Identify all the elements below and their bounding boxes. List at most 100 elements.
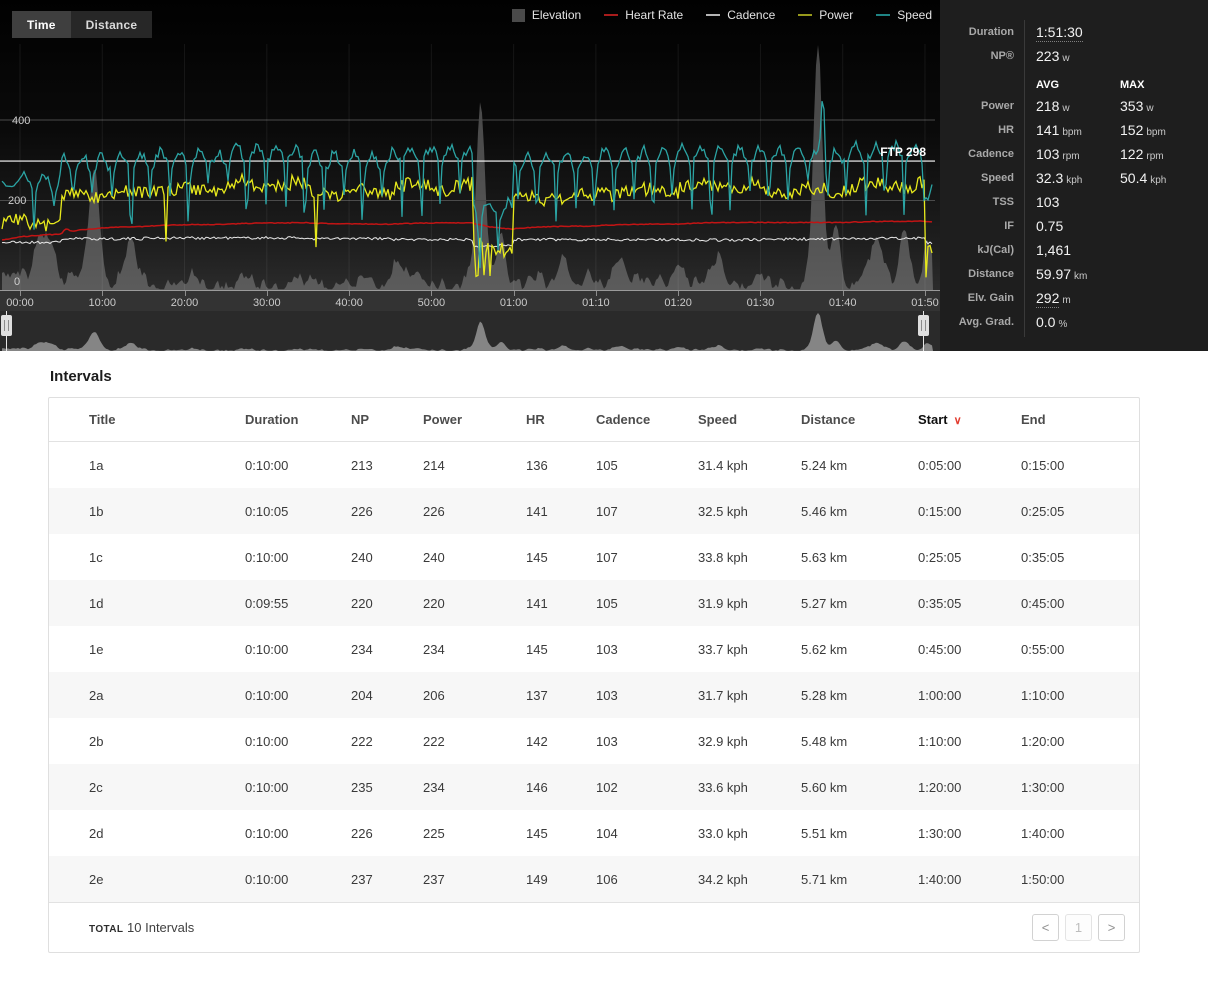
brush-handle-right[interactable] <box>918 311 929 351</box>
cell-start: 0:35:05 <box>918 595 962 611</box>
stat-avg-value: 103 rpm <box>1036 146 1080 162</box>
time-axis: 00:00 10:00 20:00 30:00 40:00 50:00 01:00 01:10… <box>0 290 940 311</box>
cell-duration: 0:10:00 <box>245 871 289 887</box>
interval-row-2b[interactable]: 2b 0:10:00 222 222 142 103 32.9 kph 5.48 km 1:10… <box>49 718 1139 764</box>
cell-title: 1e <box>89 641 104 657</box>
column-header-duration[interactable]: Duration <box>245 412 299 427</box>
cell-start: 1:20:00 <box>918 779 962 795</box>
toggle-distance-button[interactable]: Distance <box>70 11 153 38</box>
stat-avg-value: 292 m <box>1036 290 1071 308</box>
legend-item-elevation[interactable]: Elevation <box>511 8 582 22</box>
legend-label: Elevation <box>531 8 582 22</box>
prev-page-button[interactable]: < <box>1032 914 1059 941</box>
next-page-button[interactable]: > <box>1098 914 1125 941</box>
interval-row-1c[interactable]: 1c 0:10:00 240 240 145 107 33.8 kph 5.63 km 0:25… <box>49 534 1139 580</box>
cell-start: 0:15:00 <box>918 503 962 519</box>
cell-title: 2d <box>89 825 104 841</box>
elevation-area <box>2 45 933 290</box>
brush-handle-left[interactable] <box>1 311 12 351</box>
ftp-label: FTP 298 <box>880 145 926 159</box>
legend-item-heart-rate[interactable]: Heart Rate <box>604 8 683 22</box>
cell-duration: 0:10:00 <box>245 825 289 841</box>
column-header-speed[interactable]: Speed <box>698 412 738 427</box>
stat-label: Distance <box>968 268 1014 280</box>
chart-range-brush[interactable] <box>0 311 940 351</box>
legend-label: Cadence <box>727 8 776 22</box>
cell-cadence: 103 <box>596 733 618 749</box>
toggle-time-button[interactable]: Time <box>12 11 71 38</box>
axis-tick <box>102 291 104 296</box>
stat-row-power: Power 218 w 353 w <box>940 94 1208 118</box>
legend-item-power[interactable]: Power <box>798 8 853 22</box>
interval-row-1a[interactable]: 1a 0:10:00 213 214 136 105 31.4 kph 5.24 km 0:05… <box>49 442 1139 488</box>
cell-end: 0:35:05 <box>1021 549 1065 565</box>
cell-distance: 5.63 km <box>801 549 848 565</box>
stat-max-value: MAX <box>1120 79 1145 91</box>
power-speed-chart[interactable]: 400 200 0 FTP 298 <box>0 0 940 290</box>
legend-item-speed[interactable]: Speed <box>876 8 932 22</box>
interval-row-2a[interactable]: 2a 0:10:00 204 206 137 103 31.7 kph 5.28 km 1:00… <box>49 672 1139 718</box>
cell-speed: 33.8 kph <box>698 549 748 565</box>
interval-row-2e[interactable]: 2e 0:10:00 237 237 149 106 34.2 kph 5.71 km 1:40… <box>49 856 1139 902</box>
interval-row-1d[interactable]: 1d 0:09:55 220 220 141 105 31.9 kph 5.27 km 0:35… <box>49 580 1139 626</box>
interval-row-1e[interactable]: 1e 0:10:00 234 234 145 103 33.7 kph 5.62 km 0:45… <box>49 626 1139 672</box>
interval-row-2d[interactable]: 2d 0:10:00 226 225 145 104 33.0 kph 5.51 km 1:30… <box>49 810 1139 856</box>
stat-avg-value: 0.75 <box>1036 218 1064 234</box>
intervals-table-header: Title Duration NP Power HR Cadence Speed Distan… <box>49 398 1139 442</box>
cell-end: 1:20:00 <box>1021 733 1065 749</box>
stat-avg-value: 103 <box>1036 194 1060 210</box>
cell-start: 0:25:05 <box>918 549 962 565</box>
column-header-cadence[interactable]: Cadence <box>596 412 651 427</box>
stat-avg-value: 223 w <box>1036 48 1070 64</box>
axis-tick <box>20 291 21 296</box>
cell-title: 2a <box>89 687 104 703</box>
legend-label: Heart Rate <box>625 8 684 22</box>
axis-tick <box>760 291 762 296</box>
cell-speed: 32.5 kph <box>698 503 748 519</box>
column-header-start[interactable]: Start ∨ <box>918 412 962 427</box>
stat-avg-value: 59.97 km <box>1036 266 1088 282</box>
column-header-distance[interactable]: Distance <box>801 412 856 427</box>
stat-row-distance: Distance 59.97 km <box>940 262 1208 286</box>
stat-avg-value: AVG <box>1036 79 1060 91</box>
cell-distance: 5.62 km <box>801 641 848 657</box>
axis-tick <box>184 291 186 296</box>
stat-avg-value: 1,461 <box>1036 242 1072 258</box>
stat-row-kj-cal: kJ(Cal) 1,461 <box>940 238 1208 262</box>
cell-speed: 33.6 kph <box>698 779 748 795</box>
intervals-table-body: 1a 0:10:00 213 214 136 105 31.4 kph 5.24 km 0:05… <box>49 442 1139 902</box>
column-header-power[interactable]: Power <box>423 412 463 427</box>
column-header-hr[interactable]: HR <box>526 412 545 427</box>
axis-tick-label: 01:50 <box>911 297 939 309</box>
elevation-swatch-icon <box>511 8 525 22</box>
cell-start: 1:30:00 <box>918 825 962 841</box>
interval-row-1b[interactable]: 1b 0:10:05 226 226 141 107 32.5 kph 5.46 km 0:15… <box>49 488 1139 534</box>
axis-tick-label: 01:00 <box>499 297 528 309</box>
cell-hr: 145 <box>526 641 548 657</box>
cell-cadence: 104 <box>596 825 618 841</box>
cell-np: 220 <box>351 595 373 611</box>
cell-end: 0:15:00 <box>1021 457 1065 473</box>
cell-np: 237 <box>351 871 373 887</box>
chart-plot-area[interactable]: 400 200 0 FTP 298 <box>0 0 940 290</box>
axis-tick-label: 30:00 <box>253 297 281 309</box>
interval-row-2c[interactable]: 2c 0:10:00 235 234 146 102 33.6 kph 5.60 km 1:20… <box>49 764 1139 810</box>
cell-start: 1:40:00 <box>918 871 962 887</box>
total-label: TOTAL <box>89 924 124 935</box>
cell-speed: 33.0 kph <box>698 825 748 841</box>
column-header-np[interactable]: NP <box>351 412 370 427</box>
cell-start: 1:10:00 <box>918 733 962 749</box>
intervals-heading: Intervals <box>50 368 112 385</box>
legend-item-cadence[interactable]: Cadence <box>706 8 775 22</box>
axis-tick <box>595 291 597 296</box>
stats-avg-max-header: AVG MAX <box>940 76 1208 94</box>
column-header-title[interactable]: Title <box>89 412 116 427</box>
column-header-end[interactable]: End <box>1021 412 1046 427</box>
cell-end: 0:25:05 <box>1021 503 1065 519</box>
stat-row-avg-grad: Avg. Grad. 0.0% <box>940 310 1208 334</box>
heart-rate-line <box>1 220 933 241</box>
axis-tick <box>924 291 926 296</box>
current-page-button[interactable]: 1 <box>1065 914 1092 941</box>
stat-label: Speed <box>980 172 1014 184</box>
axis-tick <box>266 291 268 296</box>
